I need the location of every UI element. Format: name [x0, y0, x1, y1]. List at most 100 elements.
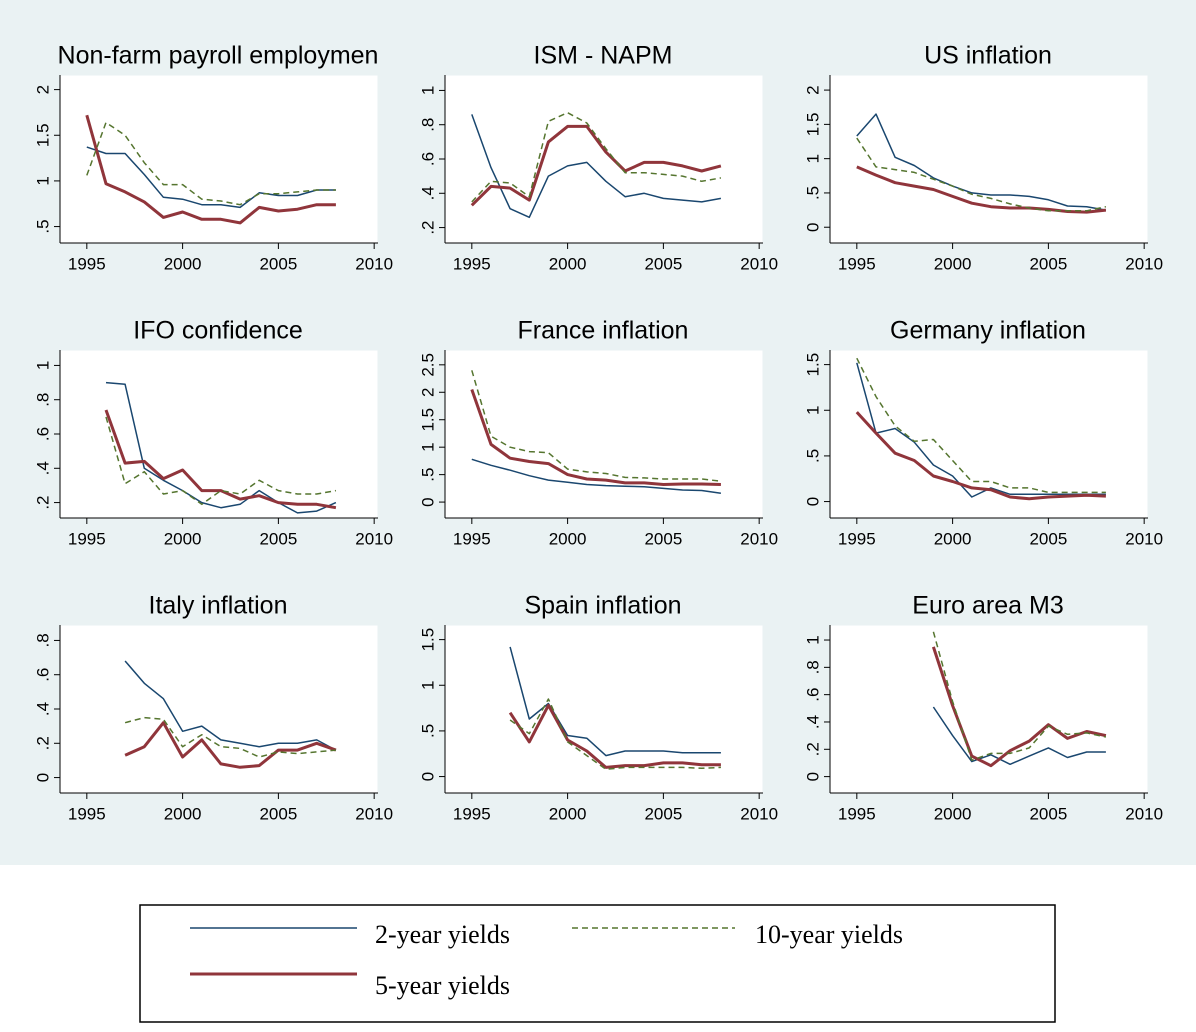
- plot-area: [444, 74, 764, 244]
- legend-label: 5-year yields: [375, 971, 510, 1000]
- plot-area: [59, 74, 379, 244]
- x-tick-label: 2000: [934, 254, 972, 273]
- y-tick-label: 1: [418, 442, 437, 451]
- y-tick-label: .5: [418, 468, 437, 482]
- x-tick-label: 1995: [68, 529, 106, 548]
- x-tick-label: 2000: [164, 254, 202, 273]
- y-tick-label: 1: [418, 681, 437, 690]
- y-tick-label: 1.5: [418, 408, 437, 432]
- y-tick-label: .2: [418, 220, 437, 234]
- series-line: [856, 362, 1106, 498]
- series-line: [471, 111, 722, 203]
- series-line: [856, 113, 1107, 211]
- panel-title: Italy inflation: [149, 592, 288, 620]
- y-tick-label: 0: [33, 773, 52, 782]
- y-tick-label: .5: [803, 186, 822, 200]
- x-tick-label: 2000: [164, 804, 202, 823]
- series-line: [471, 370, 721, 482]
- x-tick-label: 2005: [1029, 254, 1067, 273]
- x-tick-label: 2005: [259, 254, 297, 273]
- series-line: [86, 121, 336, 206]
- x-tick-label: 2000: [164, 529, 202, 548]
- series-line: [932, 631, 1107, 761]
- y-tick-label: 1: [803, 154, 822, 163]
- series-line: [471, 458, 722, 495]
- legend: [139, 904, 1056, 1023]
- series-line: [124, 721, 337, 769]
- y-tick-label: .6: [418, 152, 437, 166]
- y-tick-label: 1: [803, 406, 822, 415]
- y-tick-label: .8: [33, 633, 52, 647]
- series-line: [856, 165, 1107, 214]
- x-tick-label: 1995: [453, 529, 491, 548]
- y-tick-label: .5: [33, 219, 52, 233]
- legend-label: 2-year yields: [375, 920, 510, 949]
- series-line: [932, 706, 1106, 766]
- y-tick-label: 1: [803, 635, 822, 644]
- y-tick-label: 1.5: [803, 113, 822, 137]
- series-line: [105, 416, 337, 506]
- x-tick-label: 2000: [934, 529, 972, 548]
- series-line: [470, 389, 721, 486]
- series-line: [856, 137, 1107, 212]
- x-tick-label: 2005: [644, 529, 682, 548]
- y-tick-label: .8: [803, 660, 822, 674]
- x-tick-label: 1995: [68, 804, 106, 823]
- x-tick-label: 2000: [549, 529, 587, 548]
- panel-title: IFO confidence: [133, 317, 303, 345]
- y-tick-label: .4: [418, 186, 437, 200]
- x-tick-label: 2005: [259, 529, 297, 548]
- plot-area: [829, 624, 1149, 794]
- x-tick-label: 2005: [1029, 804, 1067, 823]
- x-tick-label: 2010: [740, 529, 778, 548]
- y-tick-label: .8: [418, 118, 437, 132]
- y-tick-label: .8: [33, 393, 52, 407]
- y-tick-label: 0: [803, 222, 822, 231]
- y-tick-label: 1: [33, 361, 52, 370]
- x-tick-label: 1995: [838, 254, 876, 273]
- y-tick-label: 1: [418, 86, 437, 95]
- series-line: [471, 114, 722, 219]
- x-tick-label: 2000: [549, 254, 587, 273]
- series-line: [85, 114, 336, 225]
- y-tick-label: .4: [803, 715, 822, 729]
- panel-title: Euro area M3: [912, 592, 1063, 620]
- y-tick-label: 1.5: [418, 628, 437, 652]
- panel-title: France inflation: [518, 317, 689, 345]
- y-tick-label: 0: [803, 772, 822, 781]
- y-tick-label: 2.5: [418, 353, 437, 377]
- x-tick-label: 2005: [644, 804, 682, 823]
- y-tick-label: 2: [803, 85, 822, 94]
- y-tick-label: .2: [803, 742, 822, 756]
- x-tick-label: 2010: [1125, 529, 1163, 548]
- y-tick-label: .6: [803, 688, 822, 702]
- x-tick-label: 2010: [1125, 804, 1163, 823]
- x-tick-label: 2005: [1029, 529, 1067, 548]
- x-tick-label: 2010: [355, 804, 393, 823]
- y-tick-label: 0: [803, 497, 822, 506]
- x-tick-label: 2000: [934, 804, 972, 823]
- panel-title: US inflation: [924, 42, 1052, 70]
- y-tick-label: .6: [33, 427, 52, 441]
- plot-area: [59, 624, 379, 794]
- y-tick-label: 2: [418, 388, 437, 397]
- y-tick-label: 1: [33, 176, 52, 185]
- plot-area: [829, 74, 1149, 244]
- series-line: [124, 716, 336, 758]
- y-tick-label: 1.5: [803, 353, 822, 377]
- legend-label: 10-year yields: [755, 920, 903, 949]
- y-tick-label: 0: [418, 772, 437, 781]
- panel-title: Non-farm payroll employmen: [58, 42, 379, 70]
- x-tick-label: 2010: [1125, 254, 1163, 273]
- x-tick-label: 2010: [740, 254, 778, 273]
- x-tick-label: 2005: [259, 804, 297, 823]
- y-tick-label: 0: [418, 497, 437, 506]
- series-line: [104, 409, 337, 510]
- x-tick-label: 1995: [453, 804, 491, 823]
- x-tick-label: 2005: [644, 254, 682, 273]
- y-tick-label: 2: [33, 85, 52, 94]
- y-tick-label: .2: [33, 495, 52, 509]
- y-tick-label: .4: [33, 461, 52, 475]
